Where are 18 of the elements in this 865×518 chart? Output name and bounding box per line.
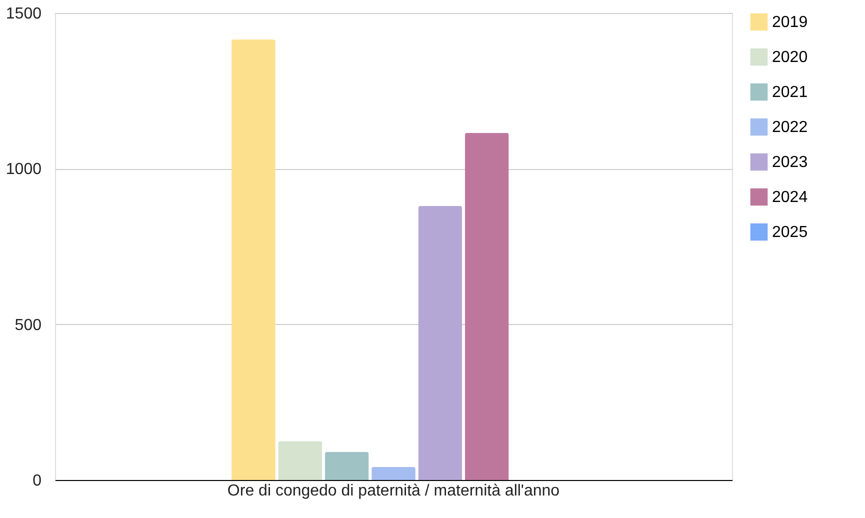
legend-label: 2023 [772,154,808,171]
legend-label: 2024 [772,189,808,206]
bar [372,466,416,480]
legend-label: 2021 [772,84,808,101]
y-tick-label: 1000 [6,161,42,178]
bar [324,452,369,480]
x-tick-label: Ore di congedo di paternità / maternità all'anno [227,482,560,500]
y-tick-label: 0 [32,472,42,490]
bar [418,206,462,480]
bar [232,39,276,480]
y-tick-label: 500 [14,316,42,334]
bar [464,132,509,480]
y-tick-label: 1500 [6,6,42,22]
bar [278,441,322,480]
legend-label: 2022 [772,119,808,136]
legend-label: 2025 [772,224,808,241]
legend-label: 2019 [772,14,808,31]
legend-label: 2020 [772,49,808,66]
